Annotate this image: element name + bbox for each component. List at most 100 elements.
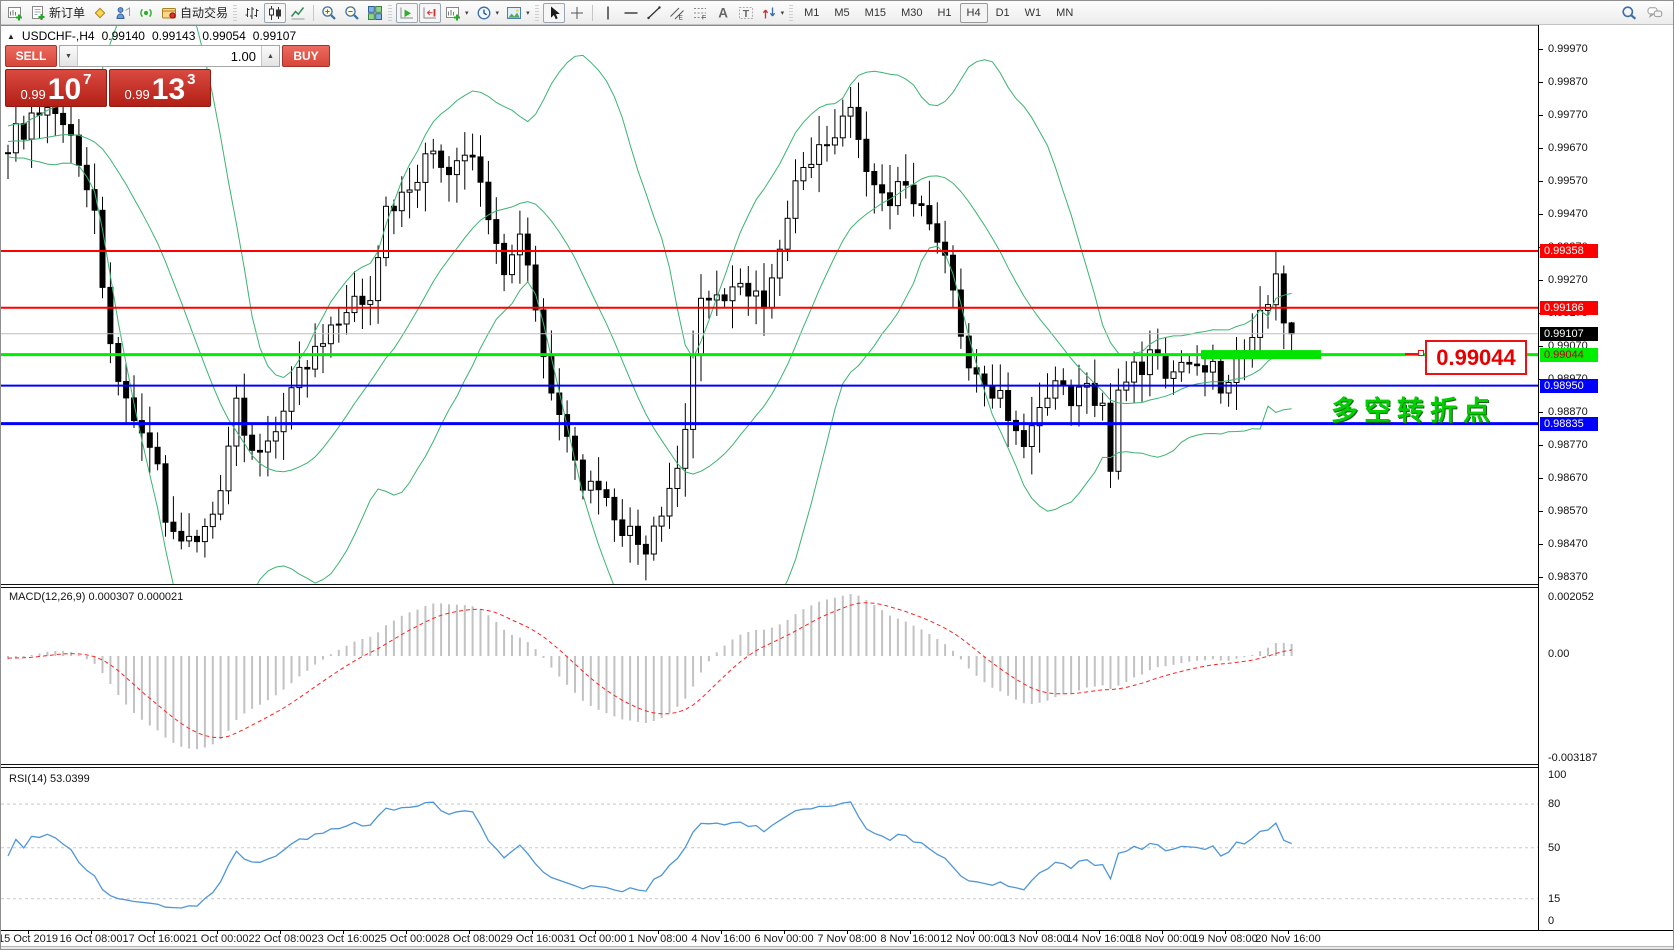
sell-price-small: 0.99 (20, 87, 46, 102)
volume-increase-icon[interactable]: ▲ (261, 46, 279, 66)
price-tick (1539, 280, 1543, 281)
data-window-icon (116, 6, 131, 19)
chart-header: ▲ USDCHF-,H4 0.99140 0.99143 0.99054 0.9… (7, 29, 296, 43)
tab-timeframe-D1[interactable]: D1 (995, 6, 1010, 19)
vertical-line-button[interactable] (597, 3, 619, 23)
hline-price-badge: 0.99186 (1540, 300, 1598, 315)
price-tick (1539, 511, 1543, 512)
sell-price-button[interactable]: 0.99 10 7 (5, 69, 107, 107)
time-tick (595, 931, 596, 934)
zoom-out-button[interactable] (341, 3, 363, 23)
periods-button[interactable]: ▾ (473, 3, 503, 23)
volume-decrease-icon[interactable]: ▼ (60, 46, 78, 66)
fibonacci-button[interactable]: F (689, 3, 711, 23)
bollinger-middle-line (7, 134, 1292, 475)
equidistant-channel-icon: E (669, 7, 684, 21)
candle-chart-button[interactable] (264, 2, 287, 23)
chart-area[interactable]: 0.99970 0.99870 0.99770 0.99670 0.99570 0.994… (1, 25, 1673, 949)
trendline-button[interactable] (643, 3, 665, 23)
time-tick-label: 29 Oct 16:00 (500, 933, 564, 945)
chat-button[interactable] (1644, 3, 1666, 23)
signals-button[interactable] (135, 3, 157, 23)
price-tick-label: 0.98570 (1548, 505, 1588, 517)
time-tick-label: 8 Nov 16:00 (880, 933, 940, 945)
cursor-button[interactable] (542, 2, 565, 23)
hline-price-badge: 0.99358 (1540, 243, 1598, 258)
crosshair-button[interactable] (566, 3, 588, 23)
cursor-icon (550, 6, 560, 19)
price-tick-label: 0.98370 (1548, 571, 1588, 583)
zoom-in-button[interactable] (318, 3, 340, 23)
price-tick (1539, 346, 1543, 347)
callout-anchor[interactable] (1418, 350, 1424, 356)
collapse-panel-icon[interactable]: ▲ (7, 31, 15, 41)
time-tick-label: 12 Nov 00:00 (940, 933, 1006, 945)
tab-timeframe-M5[interactable]: M5 (834, 6, 850, 19)
chart-window-menu-button[interactable] (4, 3, 26, 23)
zoom-in-icon (322, 5, 336, 20)
horizontal-line-button[interactable] (620, 3, 642, 23)
tab-timeframe-M1[interactable]: M1 (804, 6, 820, 19)
data-window-button[interactable] (112, 3, 134, 23)
toolbar-group-handle[interactable] (233, 4, 238, 21)
buy-button[interactable]: BUY (282, 45, 330, 67)
rsi-axis-label: 50 (1548, 841, 1561, 854)
buy-price-button[interactable]: 0.99 13 3 (109, 69, 211, 107)
tab-timeframe-M30[interactable]: M30 (901, 6, 923, 19)
tab-timeframe-M15[interactable]: M15 (864, 6, 887, 19)
tab-timeframe-H4[interactable]: H4 (959, 2, 988, 23)
equidistant-channel-button[interactable]: E (666, 3, 688, 23)
toolbar-group-handle[interactable] (534, 4, 539, 21)
text-label-button[interactable]: T (735, 3, 757, 23)
tile-windows-button[interactable] (364, 3, 386, 23)
time-tick-label: 17 Oct 16:00 (122, 933, 186, 945)
highlight-zone[interactable] (1201, 350, 1321, 360)
bar-chart-button[interactable] (241, 3, 263, 23)
price-chart-plot[interactable] (1, 26, 1538, 584)
macd-plot[interactable] (1, 588, 1538, 764)
auto-trading-button[interactable]: 自动交易 (158, 3, 231, 23)
profiles-icon (507, 6, 522, 19)
profiles-button[interactable]: ▾ (503, 3, 533, 23)
tab-timeframe-W1[interactable]: W1 (1024, 6, 1042, 19)
tab-timeframe-H1[interactable]: H1 (937, 6, 952, 19)
price-axis[interactable]: 0.99970 0.99870 0.99770 0.99670 0.99570 0.994… (1538, 25, 1673, 930)
price-tick (1539, 445, 1543, 446)
turning-point-annotation[interactable]: 多空转折点 (1331, 396, 1496, 426)
price-tick (1539, 214, 1543, 215)
sell-button[interactable]: SELL (5, 45, 57, 67)
zoom-out-icon (345, 5, 359, 20)
new-chart-button[interactable]: ▾ (442, 3, 472, 23)
ohlc-low: 0.99054 (202, 29, 246, 43)
price-callout-label[interactable]: 0.99044 (1425, 340, 1527, 375)
search-button[interactable] (1618, 3, 1640, 23)
macd-axis-min: -0.003187 (1548, 752, 1598, 764)
svg-text:T: T (742, 7, 749, 19)
auto-scroll-button[interactable] (396, 2, 419, 23)
price-tick (1539, 181, 1543, 182)
vertical-line-icon (606, 6, 609, 19)
text-button[interactable]: A (712, 3, 734, 23)
price-tick (1539, 49, 1543, 50)
new-order-button[interactable]: 新订单 (27, 3, 88, 23)
rsi-plot[interactable] (1, 768, 1538, 930)
price-tick-label: 0.99770 (1548, 109, 1588, 121)
time-tick-label: 19 Nov 08:00 (1192, 933, 1258, 945)
toolbar-group-handle[interactable] (388, 4, 393, 21)
toolbar-group-handle[interactable] (789, 4, 794, 21)
fibonacci-icon: F (693, 7, 706, 21)
chart-shift-button[interactable] (419, 2, 442, 23)
panel-separator[interactable] (1, 584, 1673, 588)
panel-separator[interactable] (1, 764, 1673, 768)
volume-input[interactable] (78, 46, 261, 66)
arrow-tools-button[interactable]: ▾ (758, 3, 788, 23)
market-watch-button[interactable] (89, 3, 111, 23)
price-tick-label: 0.99570 (1548, 175, 1588, 187)
tab-timeframe-MN[interactable]: MN (1056, 6, 1074, 19)
line-chart-button[interactable] (287, 3, 309, 23)
rsi-indicator-label: RSI(14) 53.0399 (9, 773, 90, 785)
bollinger-upper-line (7, 26, 1292, 379)
time-axis[interactable]: 15 Oct 2019 16 Oct 08:00 17 Oct 16:00 21 Oc… (1, 930, 1673, 946)
callout-connector (1405, 353, 1420, 355)
